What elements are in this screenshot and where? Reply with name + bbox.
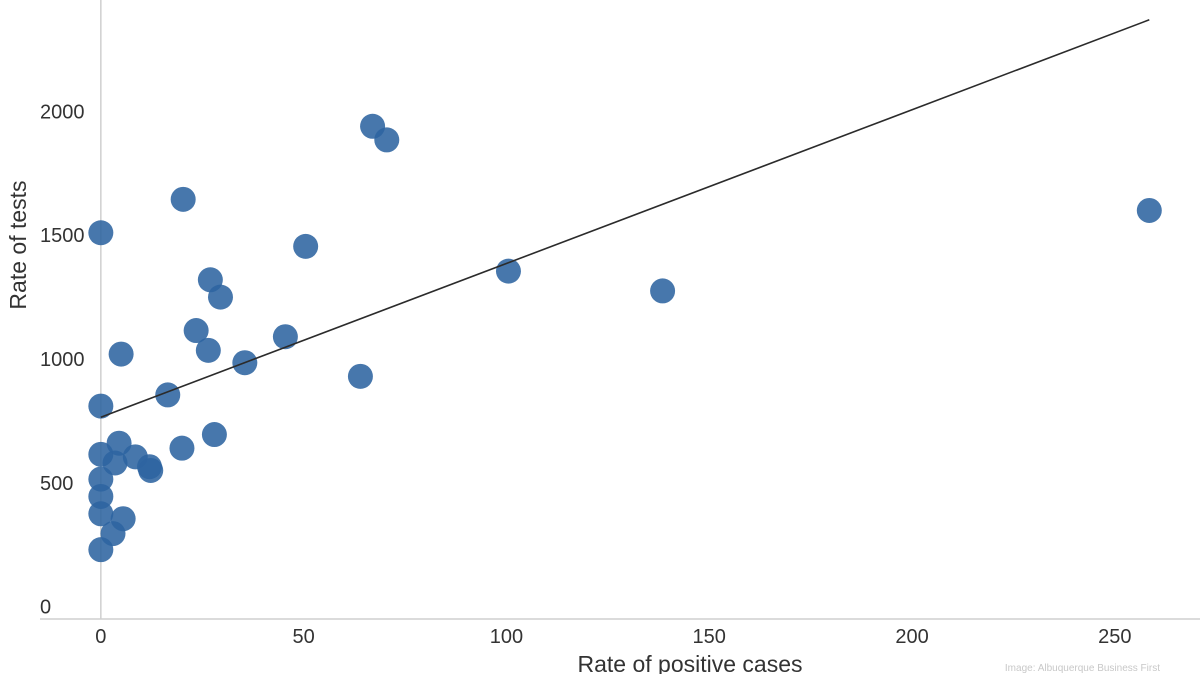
x-tick-label: 50	[293, 626, 315, 648]
data-point	[88, 483, 114, 509]
data-point	[207, 284, 233, 310]
data-point	[88, 393, 114, 419]
x-tick-label: 0	[95, 626, 106, 648]
y-tick-label: 1500	[40, 225, 85, 247]
y-tick-label: 0	[40, 597, 51, 619]
y-tick-labels: 0 500 1000 1500 2000	[40, 101, 85, 618]
data-point	[201, 422, 227, 448]
x-axis-title: Rate of positive cases	[577, 651, 802, 674]
y-tick-label: 500	[40, 473, 73, 495]
data-points	[88, 113, 1162, 563]
x-tick-label: 200	[895, 626, 928, 648]
trendline	[100, 19, 1150, 418]
data-point	[110, 506, 136, 532]
data-point	[650, 278, 676, 304]
x-tick-labels: 0 50 100 150 200 250	[95, 626, 1131, 648]
y-axis-title: Rate of tests	[5, 180, 31, 309]
x-tick-label: 250	[1098, 626, 1131, 648]
data-point	[88, 220, 114, 246]
x-tick-label: 100	[490, 626, 523, 648]
data-point	[183, 318, 209, 344]
data-point	[169, 435, 195, 461]
y-tick-label: 2000	[40, 101, 85, 123]
data-point	[272, 324, 298, 350]
data-point	[108, 341, 134, 367]
data-point	[195, 337, 221, 363]
image-credit: Image: Albuquerque Business First	[1005, 663, 1160, 674]
data-point	[88, 501, 114, 527]
data-point	[170, 186, 196, 212]
data-point	[138, 457, 164, 483]
data-point	[293, 233, 319, 259]
data-point	[88, 466, 114, 492]
data-point	[1136, 197, 1162, 223]
data-point	[374, 127, 400, 153]
axes	[40, 0, 1200, 620]
data-point	[347, 363, 373, 389]
y-tick-label: 1000	[40, 349, 85, 371]
x-tick-label: 150	[693, 626, 726, 648]
data-point	[102, 450, 128, 476]
